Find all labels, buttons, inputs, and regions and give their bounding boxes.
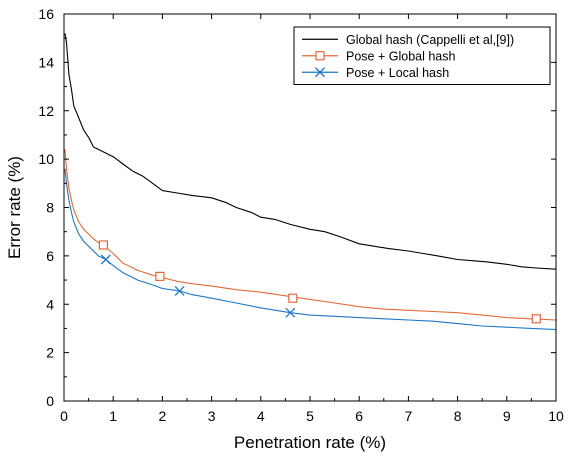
legend-label: Global hash (Cappelli et al,[9]) — [346, 33, 514, 47]
legend-label: Pose + Global hash — [346, 49, 455, 63]
x-tick-label: 3 — [208, 408, 216, 424]
series-2-marker-0 — [100, 254, 111, 265]
y-tick-label: 6 — [46, 248, 54, 264]
series-line-2 — [64, 168, 557, 331]
series-1-marker-3 — [531, 314, 541, 324]
y-tick-label: 8 — [46, 200, 54, 216]
y-axis-label: Error rate (%) — [5, 156, 24, 259]
x-tick-label: 6 — [355, 408, 363, 424]
x-tick-label: 0 — [60, 408, 68, 424]
series-2-marker-1 — [174, 285, 185, 296]
y-tick-label: 16 — [38, 6, 54, 22]
y-tick-label: 12 — [38, 103, 54, 119]
x-tick-label: 7 — [405, 408, 413, 424]
y-tick-label: 10 — [38, 151, 54, 167]
x-tick-label: 1 — [109, 408, 117, 424]
series-1-marker-0 — [98, 240, 109, 250]
y-tick-label: 14 — [38, 54, 54, 70]
y-tick-label: 4 — [46, 296, 54, 312]
x-tick-label: 2 — [159, 408, 167, 424]
x-axis-label: Penetration rate (%) — [234, 433, 386, 452]
x-tick-label: 8 — [454, 408, 462, 424]
legend: Global hash (Cappelli et al,[9]) Pose + G… — [293, 26, 551, 85]
legend-marker — [315, 51, 325, 61]
series-1-marker-2 — [288, 293, 298, 303]
legend-marker — [315, 67, 325, 78]
y-tick-label: 0 — [46, 393, 54, 409]
legend-item: Pose + Global hash — [302, 49, 455, 63]
legend-label: Pose + Local hash — [346, 66, 449, 80]
legend-item: Pose + Local hash — [302, 66, 449, 80]
series-1-marker-1 — [155, 271, 165, 281]
x-tick-label: 4 — [257, 408, 265, 424]
x-tick-label: 5 — [306, 408, 314, 424]
x-tick-label: 10 — [548, 408, 564, 424]
series-2-marker-2 — [285, 307, 296, 318]
x-tick-label: 9 — [503, 408, 511, 424]
legend-item: Global hash (Cappelli et al,[9]) — [302, 33, 514, 47]
series-line-0 — [64, 33, 557, 270]
plot-area — [64, 33, 557, 331]
series-line-1 — [64, 149, 557, 321]
y-tick-label: 2 — [46, 345, 54, 361]
